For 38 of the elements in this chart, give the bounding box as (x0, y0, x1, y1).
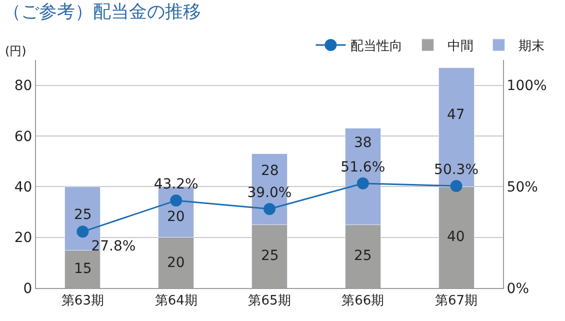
data-label: 51.6% (340, 159, 386, 176)
y2-tick-label: 50% (506, 180, 538, 196)
data-label: 20 (167, 255, 185, 271)
data-label: 50.3% (434, 162, 479, 178)
legend-label: 配当性向 (350, 39, 403, 54)
data-label: 20 (167, 209, 185, 225)
legend-label: 中間 (448, 39, 474, 54)
point (76, 226, 89, 238)
point (356, 177, 369, 190)
point (170, 194, 182, 206)
chart-title: （ご参考）配当金の推移 (2, 1, 201, 22)
data-label: 40 (447, 229, 465, 245)
data-label: 27.8% (91, 238, 136, 255)
data-label: 38 (354, 135, 372, 151)
data-label: 25 (74, 207, 92, 223)
legend-label: 期末 (518, 39, 545, 54)
data-label: 39.0% (247, 184, 292, 201)
data-label: 43.2% (154, 176, 198, 192)
point (264, 202, 276, 215)
y-tick-label: 80 (14, 78, 32, 94)
x-tick-label: 第65期 (248, 294, 291, 309)
y-tick-label: 40 (14, 180, 32, 196)
y-tick-label: 0 (23, 280, 32, 297)
point (450, 180, 462, 192)
y-axis-title: (円) (5, 44, 26, 58)
data-label: 28 (261, 163, 279, 179)
y2-tick-label: 100% (506, 78, 547, 94)
y-tick-label: 20 (14, 230, 32, 246)
y-tick-label: 60 (14, 128, 32, 145)
x-tick-label: 第63期 (61, 294, 104, 309)
x-tick-label: 第64期 (154, 294, 198, 309)
x-tick-label: 第67期 (435, 294, 478, 309)
data-label: 25 (354, 248, 372, 264)
data-label: 47 (447, 107, 465, 123)
data-label: 25 (261, 248, 279, 264)
data-label: 15 (74, 261, 92, 277)
x-tick-label: 第66期 (342, 294, 384, 309)
y2-tick-label: 0% (506, 280, 530, 297)
